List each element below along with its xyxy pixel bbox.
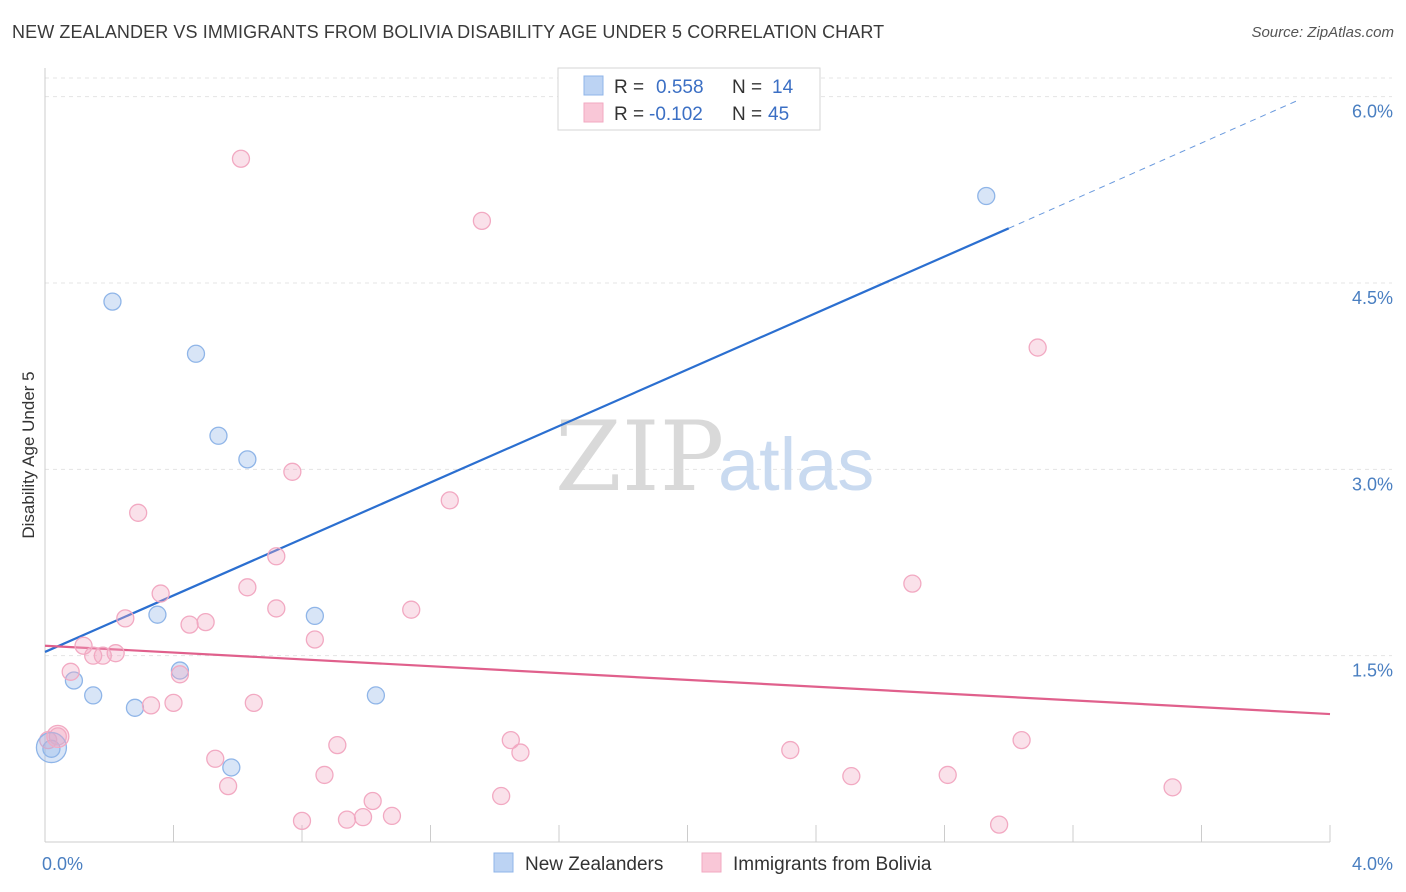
point-bolivia-7 [129, 503, 148, 522]
point-bolivia-17 [238, 578, 257, 597]
point-bolivia-1 [61, 662, 80, 681]
point-bolivia-24 [315, 765, 334, 785]
point-nz-12 [366, 686, 386, 705]
trend-line-nz [44, 227, 1010, 653]
bottom-legend-label-bolivia: Immigrants from Bolivia [733, 854, 932, 875]
point-bolivia-40 [989, 815, 1009, 834]
point-nz-7 [186, 344, 206, 363]
y-tick-label-2: 4.5% [1352, 288, 1393, 308]
legend-n-value-bolivia: 45 [768, 104, 789, 125]
axes [44, 68, 1331, 843]
trend-lines [44, 99, 1331, 716]
bottom-legend: New Zealanders Immigrants from Bolivia [493, 852, 932, 875]
y-axis-title: Disability Age Under 5 [19, 371, 38, 538]
legend-n-label-bolivia: N = [732, 104, 762, 125]
point-bolivia-38 [903, 574, 922, 593]
bottom-legend-swatch-bolivia [701, 852, 722, 873]
point-bolivia-13 [196, 612, 215, 632]
point-bolivia-25 [328, 735, 347, 755]
point-nz-2 [84, 686, 103, 705]
data-points [35, 149, 1182, 834]
x-tick-label-0: 0.0% [42, 854, 83, 874]
point-nz-cluster [35, 731, 68, 764]
point-bolivia-27 [353, 808, 373, 827]
point-bolivia-15 [218, 776, 238, 796]
y-tick-label-1: 3.0% [1352, 474, 1393, 494]
legend-n-value-nz: 14 [772, 77, 794, 98]
point-bolivia-36 [781, 740, 800, 760]
point-bolivia-5 [106, 644, 125, 663]
point-bolivia-37 [842, 767, 861, 786]
point-bolivia-28 [363, 791, 382, 811]
point-bolivia-34 [501, 730, 520, 750]
legend-n-label-nz: N = [732, 77, 762, 98]
legend-swatch-nz [583, 75, 604, 96]
point-bolivia-20 [267, 547, 286, 566]
point-bolivia-3 [84, 646, 103, 665]
legend-r-label-bolivia: R = [614, 104, 644, 125]
point-bolivia-2 [74, 636, 93, 655]
legend-r-value-bolivia: -0.102 [649, 104, 703, 125]
point-bolivia-41 [1012, 730, 1031, 750]
trend-line-nz-extension [1008, 99, 1299, 229]
point-bolivia-26 [337, 810, 357, 829]
point-nz-10 [238, 450, 257, 469]
source-label: Source: ZipAtlas.com [1251, 24, 1394, 41]
point-bolivia-42 [1028, 338, 1047, 357]
point-bolivia-9 [151, 584, 170, 603]
point-bolivia-16 [231, 149, 251, 168]
point-bolivia-31 [440, 491, 459, 510]
point-bolivia-43 [1163, 778, 1182, 797]
point-bolivia-32 [472, 211, 492, 231]
point-bolivia-cluster [46, 724, 70, 749]
trend-line-bolivia [44, 644, 1331, 716]
x-tick-label-1: 4.0% [1352, 854, 1393, 874]
point-bolivia-8 [141, 696, 161, 715]
point-nz-5 [148, 605, 167, 624]
point-nz-11 [305, 606, 325, 626]
point-bolivia-39 [938, 765, 957, 785]
point-bolivia-18 [244, 693, 263, 713]
watermark-zip: ZIP [555, 401, 724, 513]
point-nz-4 [125, 698, 145, 717]
legend: R = 0.558 N = 14 R = -0.102 N = 45 [557, 67, 821, 131]
point-bolivia-23 [305, 630, 325, 649]
chart-title: NEW ZEALANDER VS IMMIGRANTS FROM BOLIVIA… [12, 22, 885, 42]
point-bolivia-11 [170, 665, 190, 684]
x-tick-labels: 0.0% 4.0% [42, 854, 1393, 874]
point-bolivia-29 [382, 806, 402, 826]
y-tick-label-0: 1.5% [1352, 661, 1393, 681]
y-tick-labels: 1.5% 3.0% 4.5% 6.0% [1352, 102, 1393, 681]
point-nz-13 [977, 186, 996, 206]
point-bolivia-21 [283, 462, 302, 481]
point-nz-3 [103, 292, 122, 311]
bottom-legend-label-nz: New Zealanders [525, 854, 663, 875]
watermark: ZIP atlas [555, 401, 874, 513]
legend-swatch-bolivia [583, 102, 604, 123]
point-nz-8 [209, 426, 228, 445]
point-bolivia-33 [492, 786, 511, 806]
point-bolivia-10 [164, 693, 183, 713]
legend-r-value-nz: 0.558 [656, 77, 704, 98]
point-bolivia-30 [402, 600, 421, 619]
legend-r-label-nz: R = [614, 77, 644, 98]
watermark-atlas: atlas [718, 423, 874, 506]
point-bolivia-19 [267, 599, 286, 618]
point-nz-9 [222, 758, 241, 777]
point-bolivia-6 [116, 609, 135, 628]
bottom-legend-swatch-nz [493, 852, 514, 873]
y-tick-label-3: 6.0% [1352, 102, 1393, 122]
point-bolivia-14 [206, 749, 225, 768]
point-bolivia-35 [511, 743, 530, 762]
point-bolivia-22 [292, 811, 312, 831]
point-bolivia-12 [180, 615, 199, 634]
